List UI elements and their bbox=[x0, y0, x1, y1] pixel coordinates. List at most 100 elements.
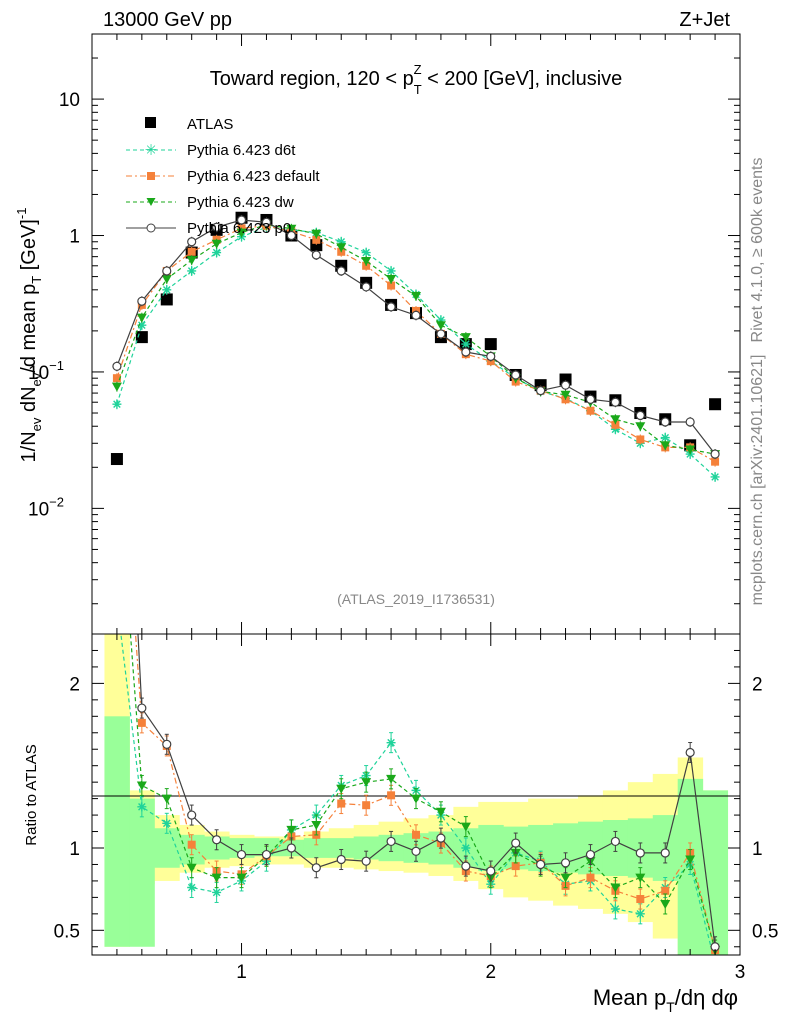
svg-text:Pythia 6.423 d6t: Pythia 6.423 d6t bbox=[187, 142, 296, 159]
ratio-point-dw bbox=[311, 820, 322, 830]
x-tick-label: 2 bbox=[485, 962, 496, 983]
ratio-point-d6t bbox=[386, 738, 396, 748]
point-p0 bbox=[511, 370, 521, 380]
point-dw bbox=[386, 275, 397, 285]
ratio-point-p0 bbox=[436, 833, 446, 843]
ratio-point-p0 bbox=[411, 846, 421, 856]
ratio-y-tick-label-right: 0.5 bbox=[752, 921, 778, 942]
point-default bbox=[711, 457, 720, 466]
point-default bbox=[586, 406, 595, 415]
point-p0 bbox=[610, 397, 620, 407]
y-tick-label: 10−2 bbox=[28, 494, 64, 520]
point-atlas bbox=[110, 453, 123, 466]
ratio-bands bbox=[104, 634, 729, 955]
point-dw bbox=[186, 256, 197, 266]
ratio-point-p0 bbox=[162, 739, 172, 749]
ratio-y-tick-label-right: 2 bbox=[752, 674, 763, 695]
point-dw bbox=[685, 445, 696, 455]
ratio-point-dw bbox=[685, 855, 696, 865]
point-p0 bbox=[685, 417, 695, 427]
ratio-y-tick-label: 0.5 bbox=[54, 921, 80, 942]
point-d6t bbox=[461, 339, 471, 349]
ratio-y-tick-label: 1 bbox=[69, 839, 80, 860]
ratio-point-p0 bbox=[386, 836, 396, 847]
ratio-point-p0 bbox=[685, 747, 695, 758]
point-p0 bbox=[361, 282, 371, 292]
legend-entry-default: Pythia 6.423 default bbox=[126, 168, 320, 185]
ratio-point-default bbox=[636, 895, 645, 904]
point-d6t bbox=[361, 248, 371, 258]
ratio-panel: 0.5 0.5 1 1 2 2 1 2 3 Ratio to ATLAS Mean pT/dη … bbox=[23, 633, 778, 1015]
point-dw bbox=[610, 415, 621, 425]
main-series bbox=[110, 211, 722, 482]
legend-entry-p0: Pythia 6.423 p0 bbox=[126, 220, 291, 237]
ratio-axes: 0.5 0.5 1 1 2 2 1 2 3 bbox=[54, 634, 778, 983]
main-y-label: 1/Nev dNev/d mean pT [GeV]-1 bbox=[14, 208, 44, 463]
point-d6t bbox=[336, 237, 346, 247]
point-dw bbox=[236, 228, 247, 238]
ratio-point-dw bbox=[336, 784, 347, 794]
ratio-series bbox=[120, 634, 721, 955]
point-p0 bbox=[560, 380, 571, 390]
energy-label: 13000 GeV pp bbox=[103, 9, 232, 31]
y-tick-label: 1 bbox=[69, 227, 80, 248]
point-p0 bbox=[461, 347, 471, 357]
ratio-point-p0 bbox=[461, 861, 471, 871]
point-p0 bbox=[436, 329, 446, 339]
point-d6t bbox=[112, 399, 122, 409]
ratio-point-p0 bbox=[137, 703, 147, 713]
ratio-point-dw bbox=[136, 781, 147, 791]
band-inner bbox=[104, 716, 130, 947]
ratio-point-d6t bbox=[635, 909, 645, 919]
point-d6t bbox=[660, 433, 670, 443]
ratio-point-dw bbox=[236, 873, 247, 883]
ratio-point-dw bbox=[361, 778, 372, 788]
ratio-point-dw bbox=[435, 807, 446, 817]
point-dw bbox=[411, 292, 421, 302]
point-p0 bbox=[311, 250, 321, 260]
main-axes: 10 1 10−1 10−2 bbox=[28, 33, 740, 634]
ratio-point-p0 bbox=[635, 848, 645, 858]
point-p0 bbox=[585, 394, 596, 404]
point-d6t bbox=[436, 315, 446, 325]
ratio-y-tick-label: 2 bbox=[69, 674, 80, 695]
point-d6t bbox=[137, 320, 147, 330]
ratio-point-p0 bbox=[236, 849, 247, 860]
point-p0 bbox=[336, 266, 346, 276]
point-p0 bbox=[261, 217, 272, 227]
band-inner bbox=[353, 836, 380, 860]
ratio-point-default bbox=[362, 801, 371, 810]
point-dw bbox=[460, 333, 471, 343]
ratio-point-default bbox=[661, 886, 670, 895]
point-p0 bbox=[236, 215, 247, 225]
ratio-point-p0 bbox=[660, 848, 670, 858]
ratio-point-dw bbox=[610, 883, 621, 893]
band-inner bbox=[129, 798, 155, 947]
ratio-point-p0 bbox=[286, 843, 296, 853]
ratio-point-p0 bbox=[311, 863, 321, 873]
point-d6t bbox=[187, 266, 197, 276]
ratio-point-dw bbox=[660, 899, 671, 909]
point-d6t bbox=[212, 248, 222, 258]
point-dw bbox=[361, 257, 372, 267]
ratio-point-default bbox=[387, 791, 396, 800]
ratio-point-d6t bbox=[212, 887, 222, 897]
point-d6t bbox=[386, 266, 396, 276]
point-default bbox=[312, 235, 321, 244]
ratio-point-default bbox=[187, 840, 196, 849]
point-dw bbox=[660, 441, 671, 451]
x-tick-label: 3 bbox=[735, 962, 746, 983]
ratio-point-default bbox=[337, 799, 346, 808]
ratio-point-d6t bbox=[610, 904, 620, 914]
point-dw bbox=[435, 321, 446, 331]
point-atlas bbox=[160, 293, 173, 306]
band-inner bbox=[303, 838, 330, 858]
point-d6t bbox=[710, 472, 720, 482]
ratio-point-dw bbox=[211, 873, 222, 883]
point-p0 bbox=[635, 410, 645, 421]
point-dw bbox=[336, 243, 347, 253]
point-p0 bbox=[112, 361, 122, 371]
point-p0 bbox=[212, 222, 222, 232]
y-tick-label: 10−1 bbox=[28, 358, 64, 384]
